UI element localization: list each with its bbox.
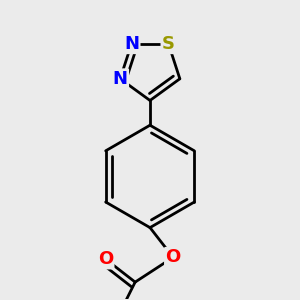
Text: N: N xyxy=(124,35,139,53)
Text: N: N xyxy=(113,70,128,88)
Text: O: O xyxy=(98,250,113,268)
Text: O: O xyxy=(166,248,181,266)
Text: S: S xyxy=(162,35,175,53)
